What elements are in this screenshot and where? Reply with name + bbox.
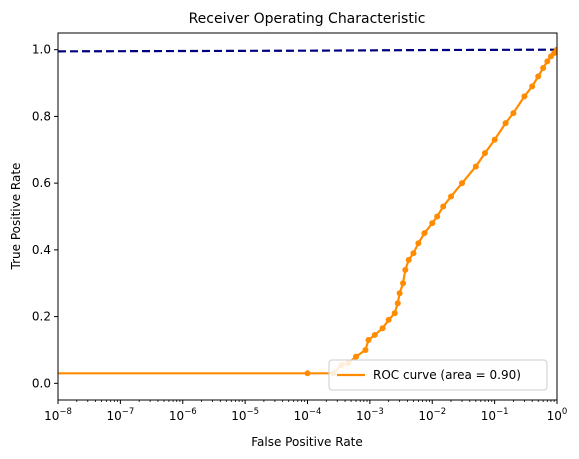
roc-curve-point [502,120,509,127]
roc-curve-point [448,193,455,200]
y-tick-label: 0.0 [32,376,51,390]
plot-area: 0.0 0.2 0.4 0.6 0.8 1.0 10−8 10−7 10−6 10−5 10−4 10… [32,32,568,423]
x-tick-label: 10−6 [169,407,197,423]
y-tick-label: 0.6 [32,176,51,190]
roc-curve-point [400,280,407,287]
y-tick-label: 0.4 [32,243,51,257]
x-tick-label: 10−5 [231,407,259,423]
roc-curve-point [402,266,409,273]
roc-curve-point [391,310,398,317]
x-tick-label: 100 [547,407,568,423]
legend: ROC curve (area = 0.90) [328,359,548,391]
roc-curve-point [304,370,311,377]
roc-curve-point [521,93,528,100]
roc-curve-point [529,83,536,90]
roc-curve-point [365,336,372,343]
roc-curve-point [353,353,360,360]
roc-curve-point [405,256,412,263]
x-tick-label: 10−4 [294,407,322,423]
roc-curve-point [396,290,403,297]
roc-curve-point [481,150,488,157]
roc-curve-point [510,110,517,117]
y-axis-label: True Positive Rate [9,163,23,271]
roc-curve-point [362,346,369,353]
roc-curve-point [440,203,447,210]
roc-curve-point [434,213,441,220]
roc-curve-point [421,230,428,237]
roc-curve-point [410,250,417,257]
x-tick-label: 10−3 [356,407,384,423]
roc-curve-point [415,240,422,247]
roc-curve-point [491,136,498,143]
roc-curve-point [540,65,547,72]
x-tick-label: 10−1 [481,407,509,423]
y-tick-label: 0.8 [32,109,51,123]
y-tick-label: 0.2 [32,310,51,324]
roc-curve-point [429,220,436,227]
roc-curve-point [371,331,378,338]
diagonal-reference-line [58,48,557,53]
y-tick-label: 1.0 [32,43,51,57]
roc-curve-point [385,316,392,323]
legend-box [328,359,548,391]
x-tick-label: 10−8 [44,407,72,423]
series-group [58,46,557,377]
roc-curve-point [554,46,557,53]
x-tick-label: 10−7 [106,407,134,423]
roc-curve-point [459,180,466,187]
roc-curve-point [472,163,479,170]
x-tick-label: 10−2 [418,407,446,423]
roc-curve-point [544,58,551,65]
chart-title: Receiver Operating Characteristic [189,11,426,27]
legend-label: ROC curve (area = 0.90) [373,368,521,382]
roc-curve-point [394,300,401,307]
x-axis-label: False Positive Rate [251,435,363,449]
roc-curve-point [379,325,386,332]
roc-curve-point [535,73,542,80]
